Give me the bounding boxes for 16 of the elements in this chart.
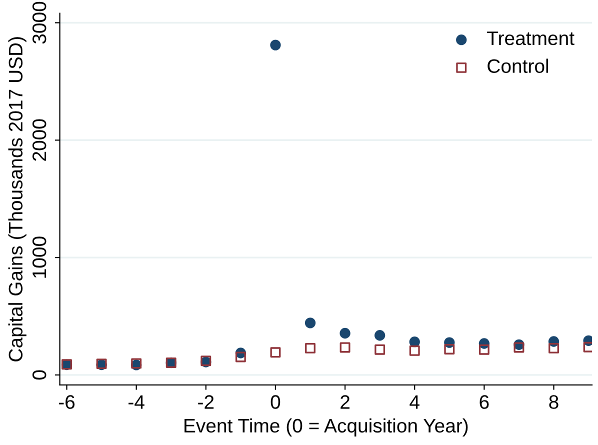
y-tick-label: 1000 [32, 236, 46, 278]
y-tick-label: 0 [32, 370, 46, 380]
y-axis-title: Capital Gains (Thousands 2017 USD) [8, 37, 26, 362]
x-tick-label: -6 [58, 395, 75, 409]
legend-label: Treatment [487, 32, 574, 46]
x-tick-label: -2 [198, 395, 214, 409]
x-tick-label: 0 [270, 395, 280, 409]
x-axis-title: Event Time (0 = Acquisition Year) [184, 418, 468, 436]
x-tick-label: 2 [340, 395, 350, 409]
legend-label: Control [488, 58, 548, 73]
y-tick-label: 2000 [32, 119, 46, 161]
x-tick-label: 8 [549, 395, 558, 409]
y-tick-label: 3000 [32, 2, 46, 44]
x-tick-label: 4 [410, 395, 420, 409]
x-tick-label: 6 [480, 395, 489, 409]
x-tick-label: -4 [128, 395, 144, 409]
